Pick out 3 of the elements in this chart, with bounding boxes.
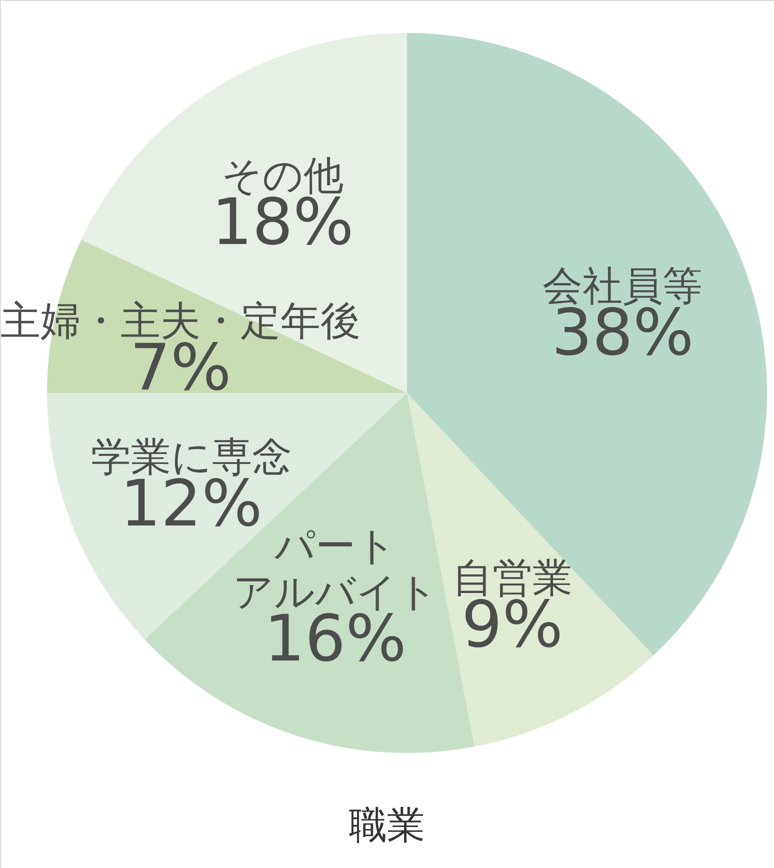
pie-slice (407, 393, 654, 747)
text: 職業 (349, 803, 425, 847)
pie-slice (407, 33, 766, 656)
